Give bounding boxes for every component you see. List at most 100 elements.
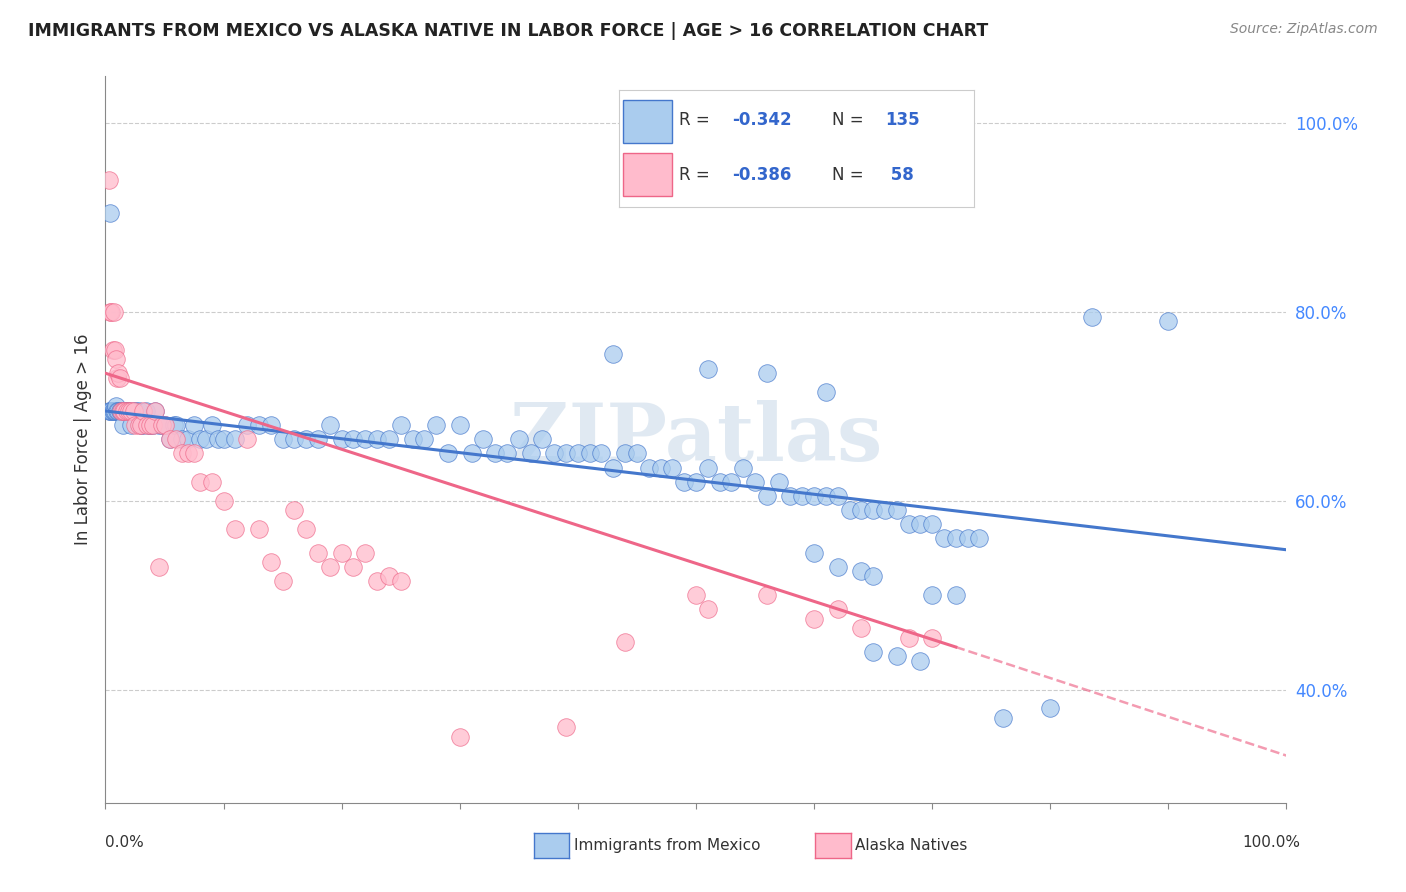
- Point: [366, 574, 388, 588]
- Point: [98, 172, 121, 186]
- Point: [1039, 701, 1062, 715]
- Point: [897, 631, 920, 645]
- Point: [117, 404, 139, 418]
- Point: [307, 432, 329, 446]
- Point: [122, 404, 145, 418]
- Point: [247, 418, 270, 433]
- Point: [150, 418, 173, 433]
- Point: [803, 612, 825, 626]
- Point: [945, 532, 967, 546]
- Point: [115, 404, 138, 418]
- Point: [733, 460, 755, 475]
- Point: [921, 588, 943, 602]
- Point: [378, 432, 401, 446]
- Point: [114, 404, 136, 418]
- Point: [921, 631, 943, 645]
- Point: [910, 654, 932, 668]
- Point: [827, 602, 849, 616]
- Point: [803, 489, 825, 503]
- Point: [354, 546, 377, 560]
- Point: [108, 371, 131, 385]
- Point: [803, 546, 825, 560]
- Point: [188, 432, 211, 446]
- Point: [932, 532, 955, 546]
- Point: [112, 404, 135, 418]
- Point: [910, 517, 932, 532]
- Point: [103, 404, 125, 418]
- Point: [143, 404, 166, 418]
- Point: [851, 621, 873, 635]
- Point: [307, 546, 329, 560]
- Point: [389, 418, 412, 433]
- Point: [194, 432, 217, 446]
- Point: [897, 517, 920, 532]
- Point: [755, 366, 778, 380]
- Point: [135, 418, 157, 433]
- Text: 100.0%: 100.0%: [1243, 836, 1301, 850]
- Point: [283, 432, 305, 446]
- Point: [129, 418, 152, 433]
- Point: [768, 475, 790, 489]
- Text: IMMIGRANTS FROM MEXICO VS ALASKA NATIVE IN LABOR FORCE | AGE > 16 CORRELATION CH: IMMIGRANTS FROM MEXICO VS ALASKA NATIVE …: [28, 22, 988, 40]
- Point: [153, 418, 176, 433]
- Text: 0.0%: 0.0%: [105, 836, 145, 850]
- Point: [366, 432, 388, 446]
- Point: [159, 432, 181, 446]
- Point: [1080, 310, 1102, 324]
- Point: [1157, 314, 1180, 328]
- Point: [100, 404, 122, 418]
- Point: [115, 404, 138, 418]
- Point: [862, 569, 884, 583]
- Point: [98, 404, 121, 418]
- Point: [295, 522, 318, 536]
- Point: [851, 503, 873, 517]
- Point: [142, 418, 165, 433]
- Point: [260, 555, 283, 569]
- Point: [201, 475, 224, 489]
- Point: [685, 588, 707, 602]
- Point: [101, 404, 124, 418]
- Point: [98, 305, 121, 319]
- Point: [128, 418, 150, 433]
- Point: [851, 565, 873, 579]
- Point: [673, 475, 696, 489]
- Point: [969, 532, 991, 546]
- Point: [378, 569, 401, 583]
- Point: [555, 446, 578, 460]
- Point: [110, 404, 132, 418]
- Point: [260, 418, 283, 433]
- Point: [437, 446, 460, 460]
- Point: [143, 404, 166, 418]
- Point: [602, 460, 624, 475]
- Text: ZIPatlas: ZIPatlas: [510, 401, 882, 478]
- Point: [177, 446, 200, 460]
- Point: [567, 446, 589, 460]
- Point: [827, 489, 849, 503]
- Point: [709, 475, 731, 489]
- Point: [779, 489, 801, 503]
- Point: [188, 475, 211, 489]
- Point: [720, 475, 742, 489]
- Point: [637, 460, 659, 475]
- Point: [921, 517, 943, 532]
- Point: [165, 432, 187, 446]
- Point: [862, 645, 884, 659]
- Point: [425, 418, 447, 433]
- Point: [212, 493, 235, 508]
- Point: [283, 503, 305, 517]
- Point: [112, 404, 135, 418]
- Point: [148, 418, 170, 433]
- Text: Alaska Natives: Alaska Natives: [855, 838, 967, 853]
- Point: [135, 404, 157, 418]
- Point: [101, 343, 124, 357]
- Point: [496, 446, 519, 460]
- Point: [873, 503, 896, 517]
- Point: [122, 404, 145, 418]
- Point: [413, 432, 436, 446]
- Point: [128, 404, 150, 418]
- Point: [172, 446, 194, 460]
- Point: [153, 418, 176, 433]
- Point: [389, 574, 412, 588]
- Point: [886, 503, 908, 517]
- Point: [271, 574, 294, 588]
